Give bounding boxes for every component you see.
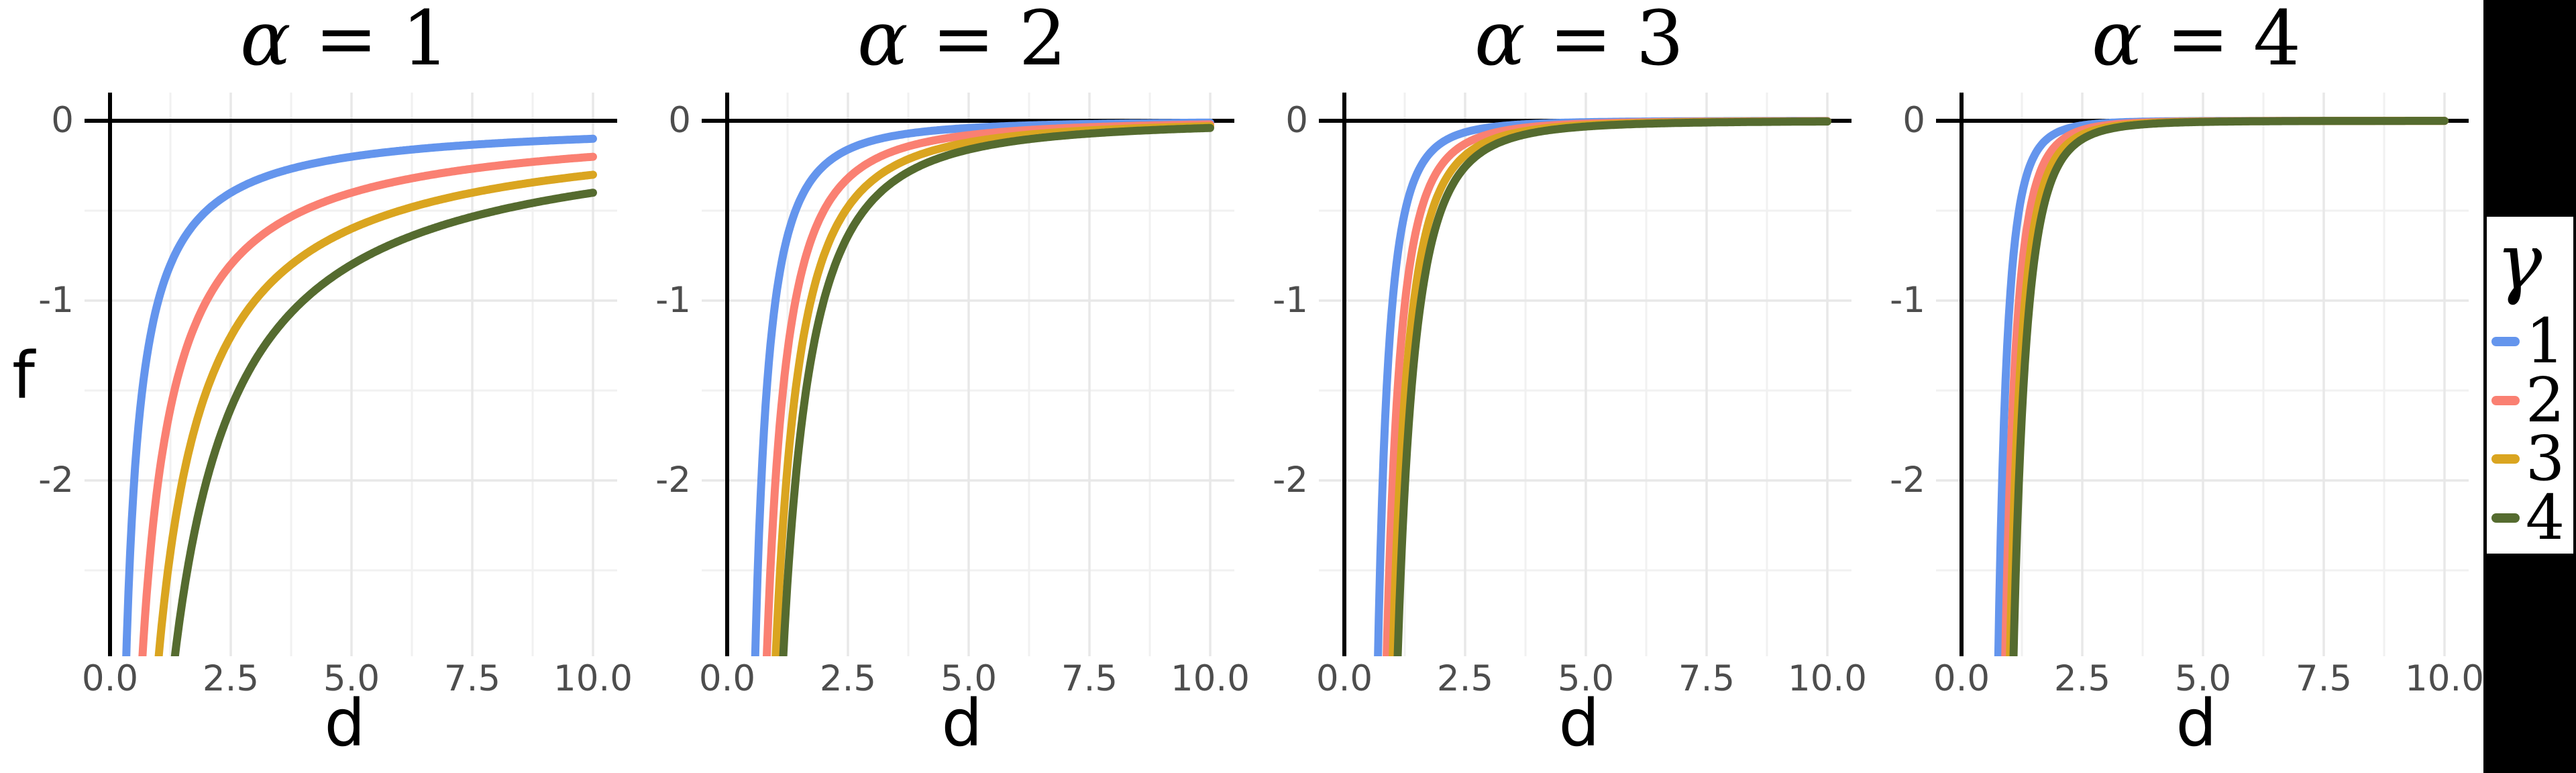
x-tick-label: 2.5: [819, 658, 877, 699]
x-tick-label: 10.0: [553, 658, 633, 699]
x-tick-label: 10.0: [1170, 658, 1250, 699]
y-tick-label: -2: [1890, 460, 1925, 501]
legend-key-gamma-4: [2491, 513, 2520, 523]
x-tick-label: 0.0: [698, 658, 756, 699]
legend-key-gamma-2: [2491, 395, 2520, 405]
x-tick-label: 0.0: [81, 658, 139, 699]
facet-title-alpha-4: α = 4: [1928, 1, 2465, 76]
x-tick-label: 10.0: [1787, 658, 1867, 699]
x-tick-label: 2.5: [1436, 658, 1494, 699]
facet-title-alpha-3: α = 3: [1311, 1, 1847, 76]
y-tick-label: 0: [668, 100, 691, 141]
facet-title-value: = 3: [1525, 0, 1684, 83]
curve-gamma-4: [2009, 117, 2449, 656]
x-tick-label: 7.5: [443, 658, 501, 699]
x-tick-label: 0.0: [1316, 658, 1373, 699]
curve-gamma-4: [779, 123, 1214, 656]
curve-gamma-2: [138, 152, 597, 656]
alpha-symbol: α: [2092, 0, 2143, 83]
legend: [2483, 213, 2576, 557]
alpha-symbol: α: [857, 0, 908, 83]
x-tick-label: 10.0: [2404, 658, 2484, 699]
curve-gamma-1: [122, 134, 597, 656]
facet-title-alpha-2: α = 2: [694, 1, 1230, 76]
alpha-symbol: α: [240, 0, 291, 83]
x-axis-title: d: [941, 686, 983, 761]
facet-title-value: = 4: [2142, 0, 2301, 83]
x-tick-label: 5.0: [323, 658, 380, 699]
legend-label-gamma-4: 4: [2525, 482, 2565, 554]
legend-key-gamma-3: [2491, 454, 2520, 464]
y-tick-label: -1: [655, 280, 691, 321]
y-axis-title: f: [12, 338, 35, 413]
y-tick-label: 0: [1902, 100, 1925, 141]
y-tick-label: -1: [38, 280, 74, 321]
x-tick-label: 7.5: [1061, 658, 1118, 699]
x-tick-label: 7.5: [1678, 658, 1735, 699]
facet-title-value: = 2: [908, 0, 1067, 83]
x-tick-label: 5.0: [2174, 658, 2232, 699]
facet-title-value: = 1: [290, 0, 449, 83]
plot-area-alpha-3: [1319, 93, 1851, 656]
x-tick-label: 2.5: [2053, 658, 2111, 699]
legend-title: γ: [2496, 217, 2542, 307]
curve-gamma-4: [170, 189, 597, 656]
y-tick-label: -2: [38, 460, 74, 501]
x-tick-label: 5.0: [1557, 658, 1615, 699]
curve-gamma-3: [154, 170, 597, 656]
x-tick-label: 5.0: [940, 658, 998, 699]
y-tick-label: -2: [655, 460, 691, 501]
x-axis-title: d: [2176, 686, 2217, 761]
x-tick-label: 7.5: [2295, 658, 2353, 699]
alpha-symbol: α: [1474, 0, 1525, 83]
plot-area-alpha-2: [702, 93, 1234, 656]
x-axis-title: d: [1558, 686, 1600, 761]
facet-title-alpha-1: α = 1: [76, 1, 613, 76]
y-tick-label: 0: [1285, 100, 1308, 141]
x-tick-label: 2.5: [202, 658, 260, 699]
legend-label-gamma-2: 2: [2525, 364, 2565, 436]
y-tick-label: -1: [1890, 280, 1925, 321]
y-tick-label: -1: [1273, 280, 1308, 321]
x-axis-title: d: [324, 686, 366, 761]
legend-label-gamma-3: 3: [2525, 423, 2565, 495]
y-tick-label: 0: [51, 100, 74, 141]
curve-gamma-4: [1393, 117, 1831, 656]
legend-label-gamma-1: 1: [2525, 305, 2565, 377]
plot-area-alpha-4: [1936, 93, 2469, 656]
y-tick-label: -2: [1273, 460, 1308, 501]
legend-key-gamma-1: [2491, 337, 2520, 346]
x-tick-label: 0.0: [1933, 658, 1990, 699]
plot-area-alpha-1: [85, 93, 617, 656]
